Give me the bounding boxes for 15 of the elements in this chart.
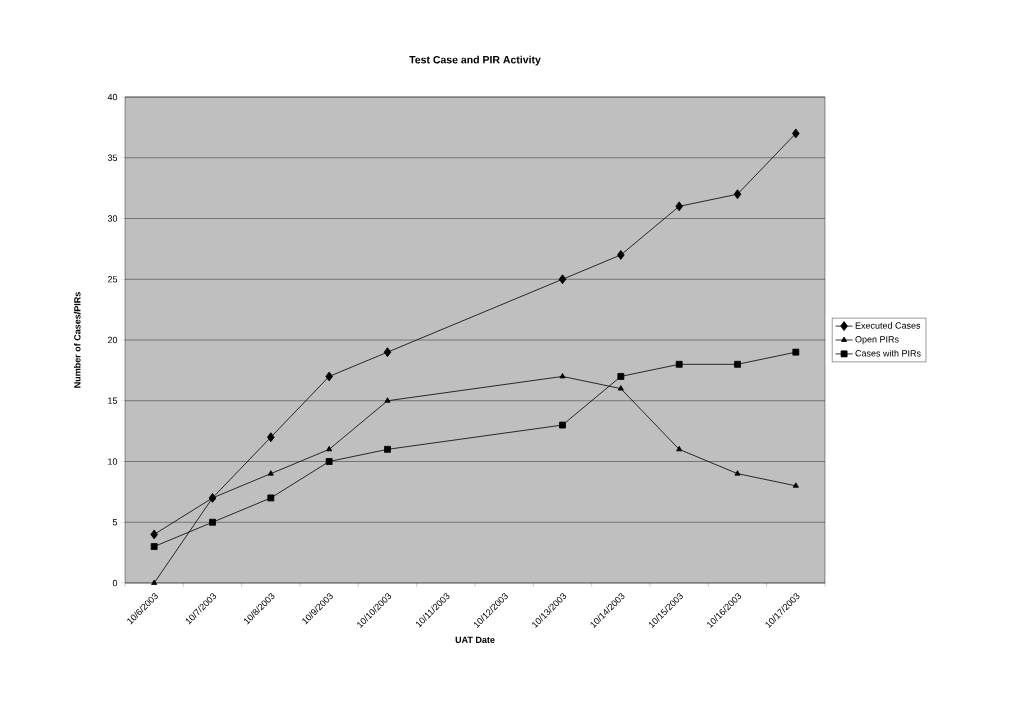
- y-tick-label: 25: [107, 276, 118, 283]
- y-tick-label: 15: [108, 397, 118, 404]
- y-tick-label: 0: [112, 579, 118, 587]
- legend-label: Cases with PIRs: [855, 349, 921, 357]
- y-tick-label: 40: [107, 93, 118, 101]
- y-tick-label: 5: [112, 519, 118, 526]
- y-tick-label: 35: [107, 154, 118, 161]
- y-axis-title: Number of Cases/PIRs: [73, 292, 81, 388]
- x-axis-title: UAT Date: [455, 636, 495, 643]
- legend-label: Executed Cases: [855, 322, 921, 329]
- y-tick-label: 10: [108, 458, 118, 465]
- y-tick-label: 30: [107, 215, 118, 222]
- chart-title: Test Case and PIR Activity: [409, 55, 541, 66]
- y-tick-label: 20: [107, 336, 118, 344]
- legend-label: Open PIRs: [855, 336, 899, 345]
